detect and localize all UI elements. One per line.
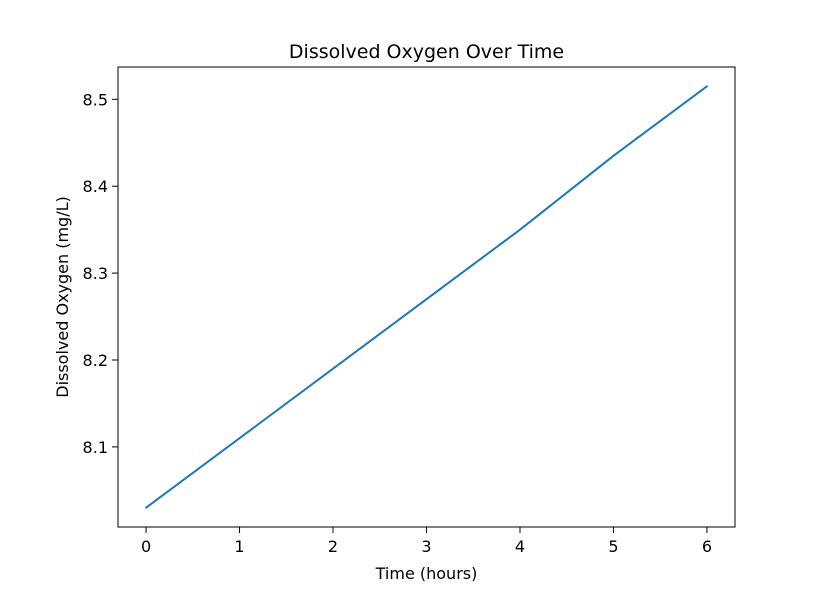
x-tick-label: 5 [608,537,618,556]
y-axis: 8.1 8.2 8.3 8.4 8.5 [83,90,118,457]
series-layer [145,85,708,509]
chart-title: Dissolved Oxygen Over Time [289,41,564,63]
x-tick-label: 0 [141,537,151,556]
y-axis-label: Dissolved Oxygen (mg/L) [53,196,72,398]
y-tick-label: 8.4 [83,177,108,196]
x-tick-label: 4 [515,537,525,556]
x-tick-label: 3 [421,537,431,556]
y-tick-label: 8.2 [83,351,108,370]
x-tick-label: 1 [234,537,244,556]
x-tick-label: 2 [328,537,338,556]
x-tick-label: 6 [702,537,712,556]
series-line-0 [145,85,708,509]
x-axis: 0 1 2 3 4 5 6 [141,527,712,556]
x-axis-label: Time (hours) [375,564,478,583]
plot-area [118,67,735,527]
y-tick-label: 8.1 [83,438,108,457]
y-tick-label: 8.3 [83,264,108,283]
y-tick-label: 8.5 [83,90,108,109]
